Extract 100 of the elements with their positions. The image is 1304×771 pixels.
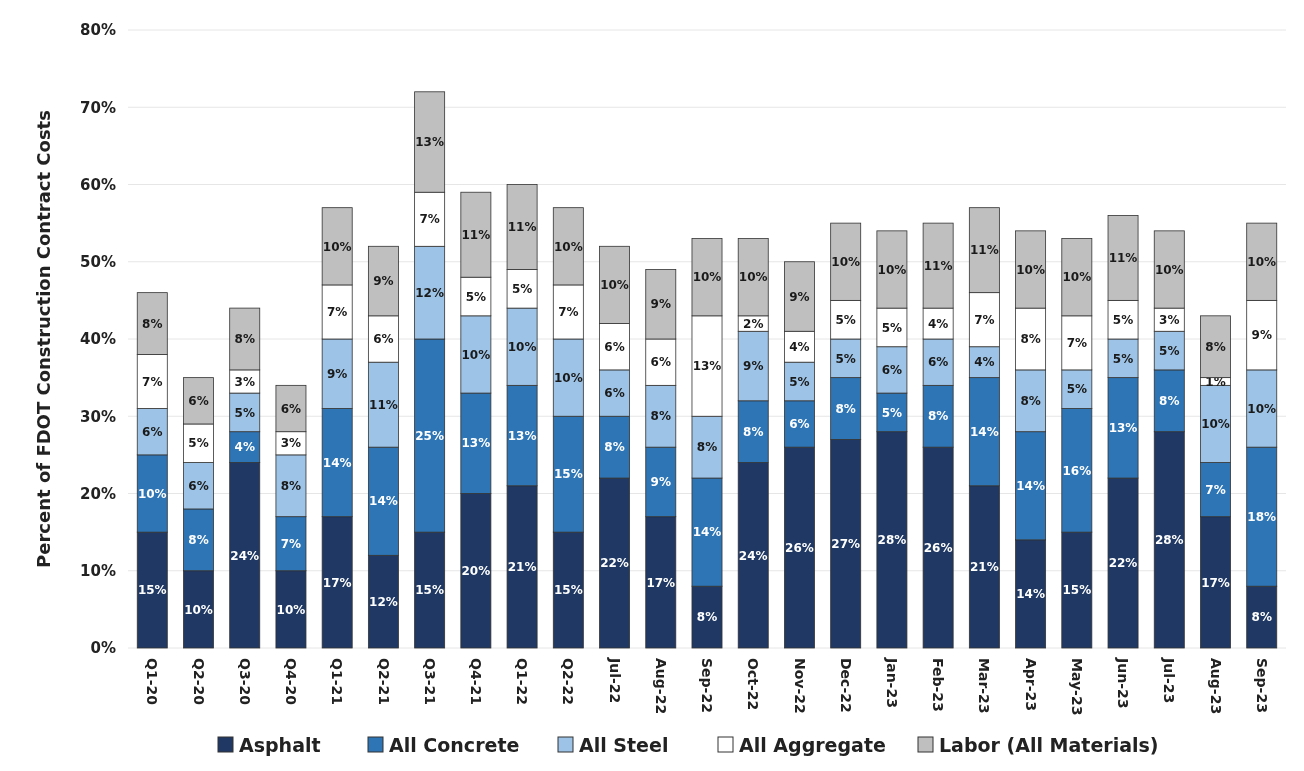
data-label: 27% bbox=[831, 536, 861, 551]
data-label: 11% bbox=[1108, 251, 1138, 266]
data-label: 8% bbox=[1020, 394, 1041, 408]
data-label: 21% bbox=[507, 560, 537, 575]
data-label: 2% bbox=[743, 316, 764, 331]
data-label: 10% bbox=[1201, 417, 1230, 432]
data-label: 8% bbox=[696, 440, 718, 455]
data-label: 11% bbox=[461, 227, 491, 242]
data-label: 14% bbox=[970, 424, 999, 439]
data-label: 9% bbox=[789, 289, 810, 304]
data-label: 25% bbox=[415, 428, 444, 443]
data-label: 6% bbox=[280, 401, 302, 416]
data-label: 6% bbox=[373, 332, 394, 347]
data-label: 26% bbox=[923, 540, 953, 555]
data-label: 14% bbox=[322, 455, 352, 470]
data-label: 14% bbox=[692, 525, 722, 540]
data-label: 6% bbox=[142, 424, 163, 439]
data-label: 14% bbox=[1016, 478, 1045, 493]
data-label: 4% bbox=[789, 339, 810, 354]
x-tick-label: Jul-22 bbox=[606, 657, 623, 704]
data-label: 8% bbox=[1020, 332, 1041, 347]
data-label: 12% bbox=[415, 285, 444, 300]
data-label: 8% bbox=[142, 316, 163, 331]
data-label: 5% bbox=[1112, 312, 1134, 327]
data-label: 10% bbox=[877, 262, 907, 277]
legend-label: All Concrete bbox=[389, 733, 520, 756]
data-label: 16% bbox=[1062, 463, 1092, 478]
y-tick-label: 70% bbox=[80, 98, 116, 117]
x-tick-label: Q2-22 bbox=[560, 658, 577, 705]
data-label: 10% bbox=[600, 278, 629, 293]
data-label: 8% bbox=[1205, 339, 1226, 354]
x-tick-label: Q4-21 bbox=[467, 658, 484, 705]
data-label: 10% bbox=[137, 486, 167, 501]
data-label: 10% bbox=[184, 602, 213, 617]
data-label: 8% bbox=[604, 440, 625, 455]
data-label: 15% bbox=[1062, 583, 1092, 598]
data-label: 3% bbox=[234, 374, 255, 389]
data-label: 10% bbox=[322, 239, 352, 254]
data-label: 11% bbox=[507, 220, 537, 235]
data-label: 13% bbox=[1108, 421, 1138, 436]
data-label: 18% bbox=[1247, 509, 1277, 524]
x-tick-label: Aug-22 bbox=[652, 658, 669, 715]
data-label: 14% bbox=[369, 494, 398, 509]
y-tick-label: 40% bbox=[80, 330, 116, 349]
data-label: 4% bbox=[974, 355, 995, 370]
data-label: 24% bbox=[738, 548, 768, 563]
data-label: 6% bbox=[881, 363, 903, 378]
x-tick-label: Jul-23 bbox=[1161, 657, 1178, 704]
data-label: 5% bbox=[835, 351, 856, 366]
data-label: 7% bbox=[1205, 482, 1226, 497]
data-label: 8% bbox=[696, 610, 718, 625]
data-label: 10% bbox=[507, 339, 537, 354]
data-label: 15% bbox=[415, 583, 444, 598]
data-label: 15% bbox=[137, 583, 167, 598]
data-label: 5% bbox=[465, 289, 487, 304]
data-label: 12% bbox=[369, 594, 398, 609]
data-label: 5% bbox=[234, 405, 255, 420]
x-tick-label: Nov-22 bbox=[791, 658, 808, 714]
data-label: 11% bbox=[923, 258, 953, 273]
x-tick-label: Aug-23 bbox=[1207, 658, 1224, 715]
x-tick-label: Sep-23 bbox=[1253, 658, 1270, 713]
y-tick-label: 20% bbox=[80, 484, 116, 503]
x-tick-label: Q3-21 bbox=[421, 658, 438, 705]
data-label: 1% bbox=[1205, 374, 1226, 389]
data-label: 5% bbox=[1066, 382, 1088, 397]
data-label: 10% bbox=[1062, 270, 1092, 285]
data-label: 8% bbox=[927, 409, 949, 424]
data-label: 10% bbox=[1247, 401, 1277, 416]
data-label: 10% bbox=[553, 239, 583, 254]
data-label: 9% bbox=[650, 297, 671, 312]
data-label: 17% bbox=[646, 575, 676, 590]
data-label: 10% bbox=[738, 270, 768, 285]
data-label: 7% bbox=[974, 312, 995, 327]
data-label: 10% bbox=[692, 270, 722, 285]
data-label: 10% bbox=[553, 370, 583, 385]
data-label: 6% bbox=[604, 339, 625, 354]
data-label: 28% bbox=[877, 533, 907, 548]
data-label: 10% bbox=[276, 602, 306, 617]
data-label: 5% bbox=[881, 320, 903, 335]
data-label: 8% bbox=[650, 409, 671, 424]
data-label: 21% bbox=[970, 560, 999, 575]
y-tick-label: 10% bbox=[80, 562, 116, 580]
data-label: 8% bbox=[188, 533, 209, 548]
data-label: 8% bbox=[743, 424, 764, 439]
x-tick-label: Q1-22 bbox=[514, 658, 531, 705]
data-label: 6% bbox=[789, 417, 810, 432]
y-axis-title: Percent of FDOT Construction Contract Costs bbox=[33, 110, 54, 568]
y-tick-label: 60% bbox=[80, 175, 116, 194]
legend-label: Asphalt bbox=[239, 733, 321, 756]
x-tick-label: Oct-22 bbox=[745, 658, 762, 711]
data-label: 7% bbox=[142, 374, 163, 389]
data-label: 7% bbox=[280, 536, 302, 551]
data-label: 8% bbox=[280, 478, 302, 493]
data-label: 9% bbox=[743, 359, 764, 374]
x-tick-label: Q4-20 bbox=[283, 658, 300, 706]
data-label: 15% bbox=[553, 583, 583, 598]
data-label: 7% bbox=[326, 305, 348, 320]
data-label: 8% bbox=[1251, 610, 1272, 625]
data-label: 9% bbox=[1251, 328, 1272, 343]
data-label: 9% bbox=[650, 475, 671, 490]
